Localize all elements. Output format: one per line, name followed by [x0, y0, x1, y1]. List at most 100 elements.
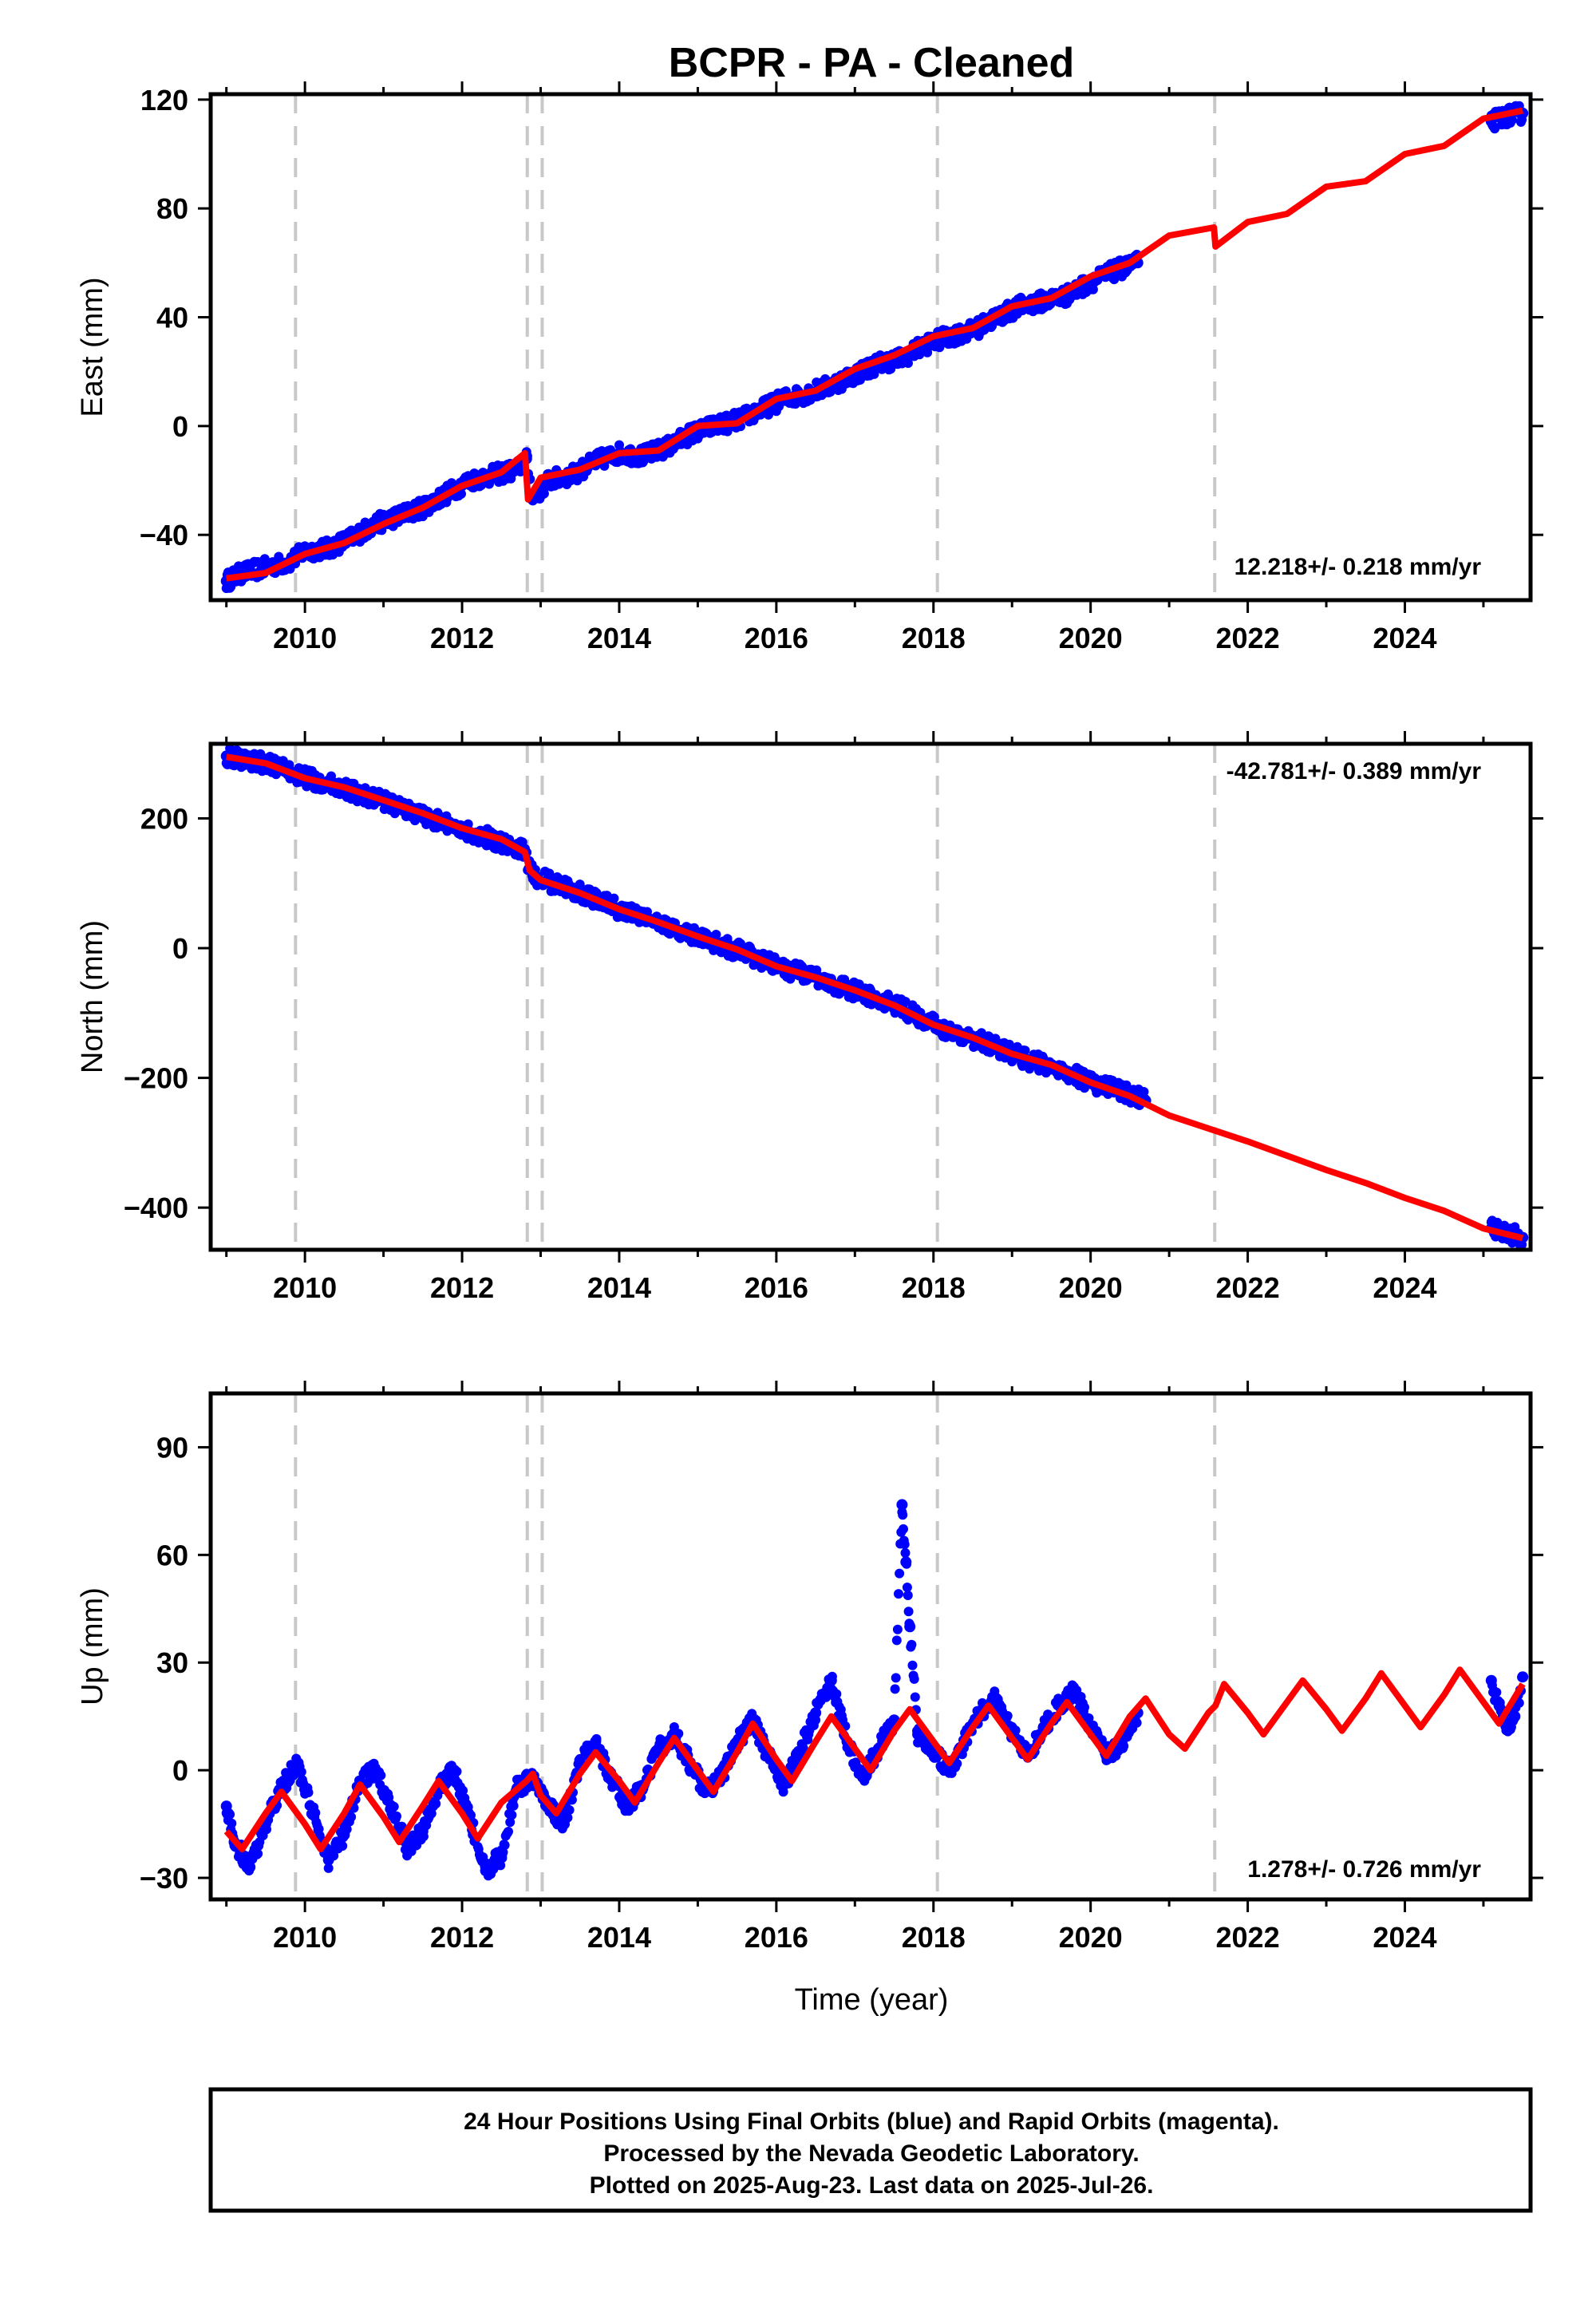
observed-point [296, 1767, 306, 1777]
x-tick-label: 2024 [1373, 622, 1436, 654]
observed-point [832, 1689, 842, 1699]
observed-point [900, 1547, 911, 1558]
observed-point [505, 1817, 516, 1828]
model-fit-line [226, 107, 1524, 582]
observed-point [1020, 1045, 1030, 1056]
observed-point [220, 1800, 232, 1812]
observed-point [401, 1844, 413, 1855]
observed-point [559, 1818, 570, 1830]
observed-point [590, 1736, 602, 1748]
observed-point [284, 760, 294, 770]
observed-point [894, 1589, 903, 1599]
velocity-annotation: 12.218+/- 0.218 mm/yr [1235, 554, 1482, 580]
observed-point [227, 1818, 237, 1828]
x-tick-label: 2020 [1059, 1271, 1123, 1304]
y-tick-label: 30 [156, 1646, 188, 1679]
velocity-annotation: -42.781+/- 0.389 mm/yr [1227, 758, 1482, 785]
model-fit-line [226, 753, 1524, 1242]
y-tick-label: −30 [140, 1862, 188, 1895]
x-tick-label: 2010 [273, 1271, 337, 1304]
observed-point [392, 1811, 401, 1821]
footer-line-3: Plotted on 2025-Aug-23. Last data on 202… [590, 2172, 1154, 2199]
x-tick-label: 2014 [587, 1271, 651, 1304]
x-tick-label: 2020 [1059, 1921, 1123, 1954]
y-tick-label: 60 [156, 1539, 188, 1571]
observed-point [567, 1795, 577, 1805]
observed-point [323, 1863, 334, 1873]
plot-area [211, 94, 1531, 600]
observed-point [291, 1757, 303, 1769]
observed-point [891, 1673, 901, 1683]
y-tick-label: 0 [172, 1754, 188, 1787]
x-tick-label: 2022 [1216, 1271, 1280, 1304]
model-fit-line [223, 1666, 1526, 1852]
observed-point [564, 1805, 575, 1815]
x-tick-label: 2024 [1373, 1271, 1436, 1304]
x-tick-label: 2018 [902, 622, 966, 654]
x-tick-label: 2024 [1373, 1921, 1436, 1954]
observed-point [448, 1765, 460, 1777]
observed-point [1517, 1671, 1529, 1683]
observed-point [895, 1568, 905, 1579]
x-tick-label: 2016 [745, 1921, 808, 1954]
observed-point [504, 1827, 513, 1836]
observed-point [952, 1758, 962, 1769]
x-tick-label: 2018 [902, 1271, 966, 1304]
x-tick-label: 2012 [430, 622, 494, 654]
observed-point [512, 464, 523, 476]
x-axis-label: Time (year) [795, 1983, 949, 2017]
observed-point [621, 1800, 633, 1812]
observed-point [904, 1621, 916, 1633]
x-tick-label: 2014 [587, 1921, 651, 1954]
observed-point [508, 1800, 519, 1811]
observed-point [369, 1765, 381, 1777]
observed-point [825, 1674, 837, 1686]
observed-point [1509, 1710, 1521, 1722]
y-tick-label: 120 [140, 84, 188, 117]
observed-point [910, 1692, 920, 1702]
y-tick-label: 80 [156, 192, 188, 225]
y-axis-label: North (mm) [76, 920, 109, 1073]
observed-point [417, 1825, 429, 1837]
observed-point [496, 1860, 506, 1871]
observed-point [1080, 1702, 1089, 1713]
panel-north: 2010 2012 2014 2016 2018 2020 2022 2024 −400 −200… [76, 731, 1543, 1304]
x-tick-label: 2020 [1059, 622, 1123, 654]
observed-point [1501, 1721, 1513, 1733]
observed-point [458, 1785, 468, 1796]
x-tick-label: 2018 [902, 1921, 966, 1954]
observed-point [322, 1854, 334, 1866]
observed-point [480, 1865, 492, 1876]
observed-point [909, 1674, 919, 1684]
observed-point [1069, 1686, 1080, 1697]
velocity-annotation: 1.278+/- 0.726 mm/yr [1247, 1856, 1481, 1883]
x-tick-label: 2022 [1216, 1921, 1280, 1954]
observed-point [338, 1841, 348, 1851]
observed-point [899, 1524, 908, 1534]
observed-point [338, 1829, 350, 1841]
observed-point [500, 1840, 510, 1850]
observed-point [307, 1808, 318, 1820]
observed-point [303, 1788, 314, 1797]
observed-point [903, 1607, 914, 1617]
observed-point [857, 1772, 869, 1784]
footer-line-2: Processed by the Nevada Geodetic Laborat… [603, 2140, 1139, 2167]
panel-east: 2010 2012 2014 2016 2018 2020 2022 2024 −40 0 40 80… [76, 81, 1543, 654]
y-tick-label: 200 [140, 802, 188, 835]
observed-point [903, 1591, 913, 1600]
chart-title: BCPR - PA - Cleaned [669, 40, 1075, 86]
observed-point [539, 488, 549, 499]
observed-point [899, 1539, 910, 1550]
observed-point [385, 1800, 397, 1812]
x-tick-label: 2012 [430, 1921, 494, 1954]
observed-point [943, 1765, 955, 1777]
observed-point [1084, 1713, 1094, 1723]
y-axis-label: East (mm) [76, 277, 109, 417]
observed-point [1002, 1711, 1013, 1721]
panels-group: 2010 2012 2014 2016 2018 2020 2022 2024−4004080… [76, 81, 1543, 1954]
footer-line-1: 24 Hour Positions Using Final Orbits (bl… [464, 2109, 1279, 2135]
observed-point [810, 1707, 822, 1719]
y-tick-label: 90 [156, 1431, 188, 1464]
observed-point [253, 1848, 263, 1859]
y-axis-label: Up (mm) [76, 1587, 109, 1705]
